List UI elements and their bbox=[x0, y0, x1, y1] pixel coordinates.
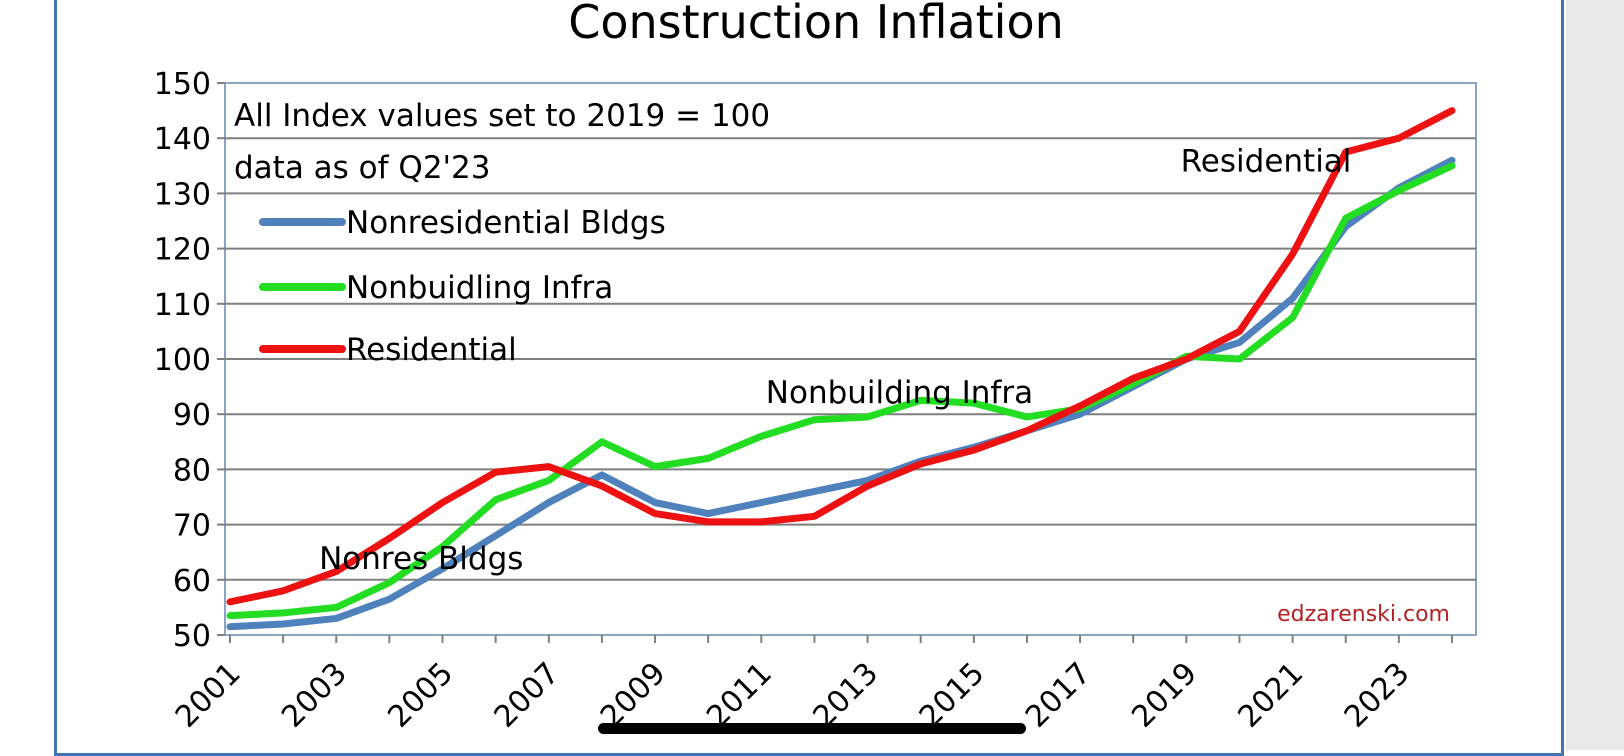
x-axis-ticks: 2001 2003 2005 2007 2009 2011 2013 2015 2017 2019… bbox=[169, 635, 1453, 735]
chart-frame bbox=[54, 0, 1564, 756]
legend-label: Residential bbox=[346, 332, 517, 368]
series-annotation: Nonres Bldgs bbox=[319, 541, 523, 577]
right-edge-strip bbox=[1566, 0, 1624, 750]
series-line-2 bbox=[226, 162, 1456, 620]
x-tick-label: 2007 bbox=[488, 656, 567, 735]
x-tick-label: 2021 bbox=[1232, 656, 1311, 735]
x-tick-label: 2003 bbox=[275, 656, 354, 735]
y-tick-label: 110 bbox=[154, 288, 211, 323]
x-tick-label: 2019 bbox=[1125, 656, 1204, 735]
x-tick-label: 2023 bbox=[1338, 656, 1417, 735]
legend-label: Nonbuidling Infra bbox=[346, 270, 613, 306]
y-tick-label: 120 bbox=[154, 233, 211, 268]
y-tick-label: 130 bbox=[154, 177, 211, 212]
y-tick-label: 140 bbox=[154, 122, 211, 157]
x-tick-label: 2005 bbox=[381, 656, 460, 735]
y-tick-label: 150 bbox=[154, 67, 211, 102]
y-tick-label: 70 bbox=[173, 509, 211, 544]
x-tick-label: 2001 bbox=[169, 656, 248, 735]
note-index-base: All Index values set to 2019 = 100 bbox=[234, 98, 770, 134]
series-line-3 bbox=[226, 107, 1456, 606]
series-annotation: Nonbuilding Infra bbox=[766, 375, 1033, 411]
y-tick-label: 80 bbox=[173, 453, 211, 488]
y-tick-label: 50 bbox=[173, 619, 211, 654]
y-tick-label: 100 bbox=[154, 343, 211, 378]
series-annotation: Residential bbox=[1181, 143, 1352, 179]
home-indicator bbox=[598, 723, 1026, 734]
legend-label: Nonresidential Bldgs bbox=[346, 205, 666, 241]
series-lines bbox=[226, 107, 1456, 631]
y-axis-ticks: 50 60 70 80 90 100 110 120 130 140 150 bbox=[154, 67, 225, 654]
series-line-1 bbox=[226, 156, 1456, 631]
credit-text: edzarenski.com bbox=[1277, 602, 1450, 627]
legend: All Index values set to 2019 = 100 data … bbox=[234, 98, 770, 368]
y-tick-label: 60 bbox=[173, 564, 211, 599]
gridlines bbox=[225, 137, 1476, 581]
chart-title: Construction Inflation bbox=[568, 0, 1064, 49]
y-tick-label: 90 bbox=[173, 398, 211, 433]
note-data-date: data as of Q2'23 bbox=[234, 150, 491, 186]
annotations: Residential Nonbuilding Infra Nonres Bldgs bbox=[319, 143, 1351, 576]
x-tick-label: 2017 bbox=[1019, 656, 1098, 735]
